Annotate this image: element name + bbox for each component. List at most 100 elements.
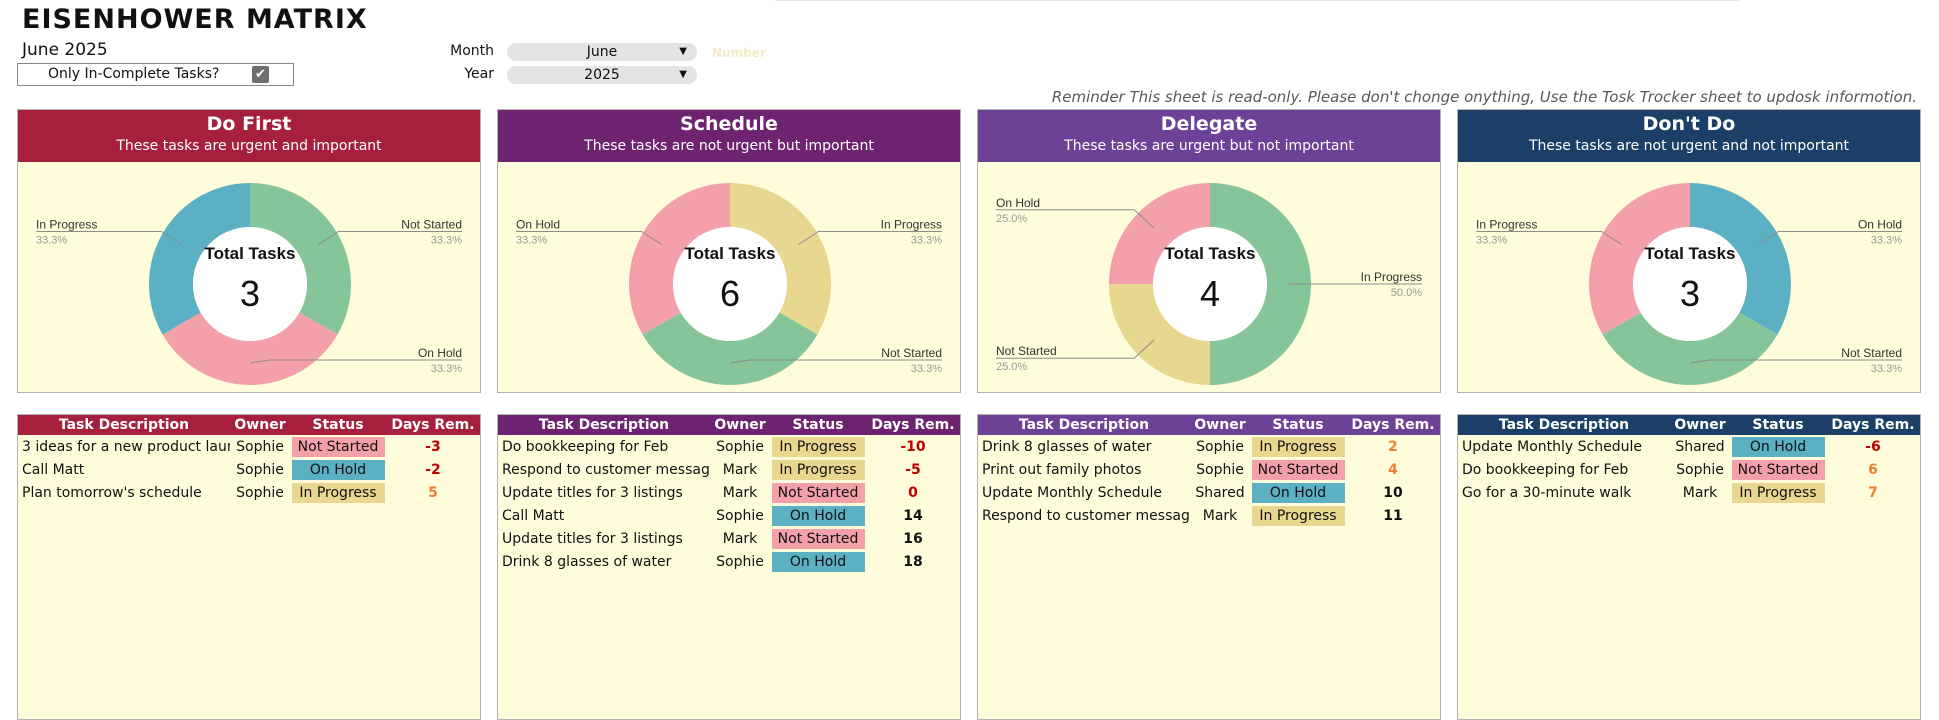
task-description: Plan tomorrow's schedule xyxy=(22,484,202,501)
status-donut-chart: In Progress 33.3% Not Started 33.3% On Hold 3… xyxy=(516,183,942,385)
task-status-cell: Not Started xyxy=(1730,458,1826,481)
header-days-remaining[interactable]: Days Rem. xyxy=(386,415,480,435)
table-row[interactable]: Go for a 30-minute walk Mark In Progress 7 xyxy=(1458,481,1920,504)
year-select[interactable]: 2025 ▼ xyxy=(507,66,697,84)
header-owner[interactable]: Owner xyxy=(230,415,290,435)
header-task-description[interactable]: Task Description xyxy=(978,415,1190,435)
table-row[interactable]: Plan tomorrow's schedule Sophie In Progres… xyxy=(18,481,480,504)
quadrant-do-first-tasks: Task Description Owner Status Days Rem. 3 id… xyxy=(17,414,481,720)
table-row[interactable]: Update Monthly Schedule Shared On Hold 10 xyxy=(978,481,1440,504)
period-subtitle: June 2025 xyxy=(22,40,108,60)
days-remaining: -3 xyxy=(425,438,441,455)
donut-slice-in-progress xyxy=(149,183,250,335)
table-row[interactable]: Respond to customer messages Mark In Progr… xyxy=(978,504,1440,527)
slice-percent: 33.3% xyxy=(911,363,942,375)
header-owner[interactable]: Owner xyxy=(1190,415,1250,435)
header-owner[interactable]: Owner xyxy=(1670,415,1730,435)
task-status-cell: On Hold xyxy=(770,550,866,573)
quadrant-header: Delegate These tasks are urgent but not i… xyxy=(978,110,1440,162)
header-days-remaining[interactable]: Days Rem. xyxy=(1826,415,1920,435)
header-status[interactable]: Status xyxy=(1250,415,1346,435)
leader-line xyxy=(798,231,942,245)
header-task-description[interactable]: Task Description xyxy=(1458,415,1670,435)
table-row[interactable]: Call Matt Sophie On Hold -2 xyxy=(18,458,480,481)
quadrant-title: Do First xyxy=(206,113,292,135)
status-badge: Not Started xyxy=(771,482,865,503)
incomplete-tasks-toggle[interactable]: Only In-Complete Tasks? ✔ xyxy=(17,63,294,86)
leader-line xyxy=(249,359,462,364)
status-badge: Not Started xyxy=(1251,459,1345,480)
table-row[interactable]: 3 ideas for a new product launch Sophie No… xyxy=(18,435,480,458)
days-remaining: 11 xyxy=(1383,507,1403,524)
status-badge: On Hold xyxy=(1731,436,1825,457)
total-tasks-label: Total Tasks xyxy=(1164,244,1255,263)
status-badge: In Progress xyxy=(771,436,865,457)
quadrant-schedule-panel: Schedule These tasks are not urgent but i… xyxy=(497,109,961,393)
status-badge: In Progress xyxy=(1251,436,1345,457)
status-badge: On Hold xyxy=(771,551,865,572)
days-remaining: 6 xyxy=(1868,461,1878,478)
header-status[interactable]: Status xyxy=(290,415,386,435)
table-row[interactable]: Call Matt Sophie On Hold 14 xyxy=(498,504,960,527)
task-owner: Mark xyxy=(722,484,758,501)
task-description: Drink 8 glasses of water xyxy=(982,438,1152,455)
donut-hole xyxy=(193,227,307,341)
table-row[interactable]: Respond to customer messages Mark In Progr… xyxy=(498,458,960,481)
quadrant-description: These tasks are not urgent and not impor… xyxy=(1528,138,1850,154)
status-badge: On Hold xyxy=(1251,482,1345,503)
table-header-row: Task Description Owner Status Days Rem. xyxy=(1458,415,1920,435)
donut-slice-not-started xyxy=(1109,284,1210,385)
task-status-cell: Not Started xyxy=(770,527,866,550)
donut-hole xyxy=(1153,227,1267,341)
leader-line xyxy=(996,209,1155,229)
days-remaining: -6 xyxy=(1865,438,1881,455)
task-table: Task Description Owner Status Days Rem. 3 id… xyxy=(18,415,480,504)
month-select[interactable]: June ▼ xyxy=(507,43,697,61)
header-status[interactable]: Status xyxy=(770,415,866,435)
slice-percent: 33.3% xyxy=(431,235,462,247)
header-days-remaining[interactable]: Days Rem. xyxy=(1346,415,1440,435)
table-row[interactable]: Do bookkeeping for Feb Sophie Not Started 6 xyxy=(1458,458,1920,481)
quadrant-title: Delegate xyxy=(1160,113,1258,135)
task-description: Call Matt xyxy=(22,461,85,478)
donut-slice-not-started xyxy=(642,312,818,385)
days-remaining: 18 xyxy=(903,553,923,570)
task-status-cell: Not Started xyxy=(770,481,866,504)
header-days-remaining[interactable]: Days Rem. xyxy=(866,415,960,435)
header-status[interactable]: Status xyxy=(1730,415,1826,435)
header-owner[interactable]: Owner xyxy=(710,415,770,435)
leader-line xyxy=(1758,231,1902,245)
total-tasks-value: 4 xyxy=(1200,273,1220,314)
task-description: Update titles for 3 listings xyxy=(502,530,683,547)
task-owner: Sophie xyxy=(716,438,764,455)
table-row[interactable]: Update titles for 3 listings Mark Not Star… xyxy=(498,527,960,550)
days-remaining: 2 xyxy=(1388,438,1398,455)
task-description: Do bookkeeping for Feb xyxy=(1462,461,1629,478)
toggle-label: Only In-Complete Tasks? xyxy=(48,66,220,82)
status-badge: In Progress xyxy=(291,482,385,503)
slice-percent: 33.3% xyxy=(1871,235,1902,247)
header-task-description[interactable]: Task Description xyxy=(498,415,710,435)
table-row[interactable]: Update titles for 3 listings Mark Not Star… xyxy=(498,481,960,504)
table-row[interactable]: Drink 8 glasses of water Sophie In Progres… xyxy=(978,435,1440,458)
status-badge: On Hold xyxy=(771,505,865,526)
dropdown-arrow-icon[interactable]: ▼ xyxy=(679,69,687,80)
table-row[interactable]: Do bookkeeping for Feb Sophie In Progress -… xyxy=(498,435,960,458)
leader-line xyxy=(729,359,942,364)
dropdown-arrow-icon[interactable]: ▼ xyxy=(679,46,687,57)
task-owner: Shared xyxy=(1195,484,1245,501)
table-row[interactable]: Drink 8 glasses of water Sophie On Hold 18 xyxy=(498,550,960,573)
table-row[interactable]: Print out family photos Sophie Not Started… xyxy=(978,458,1440,481)
table-row[interactable]: Update Monthly Schedule Shared On Hold -6 xyxy=(1458,435,1920,458)
task-owner: Sophie xyxy=(236,484,284,501)
total-tasks-value: 3 xyxy=(1680,273,1700,314)
header-task-description[interactable]: Task Description xyxy=(18,415,230,435)
checkbox-checked-icon[interactable]: ✔ xyxy=(252,66,269,83)
quadrant-header: Don't Do These tasks are not urgent and n… xyxy=(1458,110,1920,162)
donut-slice-not-started xyxy=(250,183,351,335)
status-badge: Not Started xyxy=(1731,459,1825,480)
task-description: Respond to customer messages xyxy=(982,507,1190,524)
quadrant-delegate-panel: Delegate These tasks are urgent but not i… xyxy=(977,109,1441,393)
quadrant-schedule-tasks: Task Description Owner Status Days Rem. Do b… xyxy=(497,414,961,720)
quadrant-description: These tasks are urgent and important xyxy=(116,138,382,154)
